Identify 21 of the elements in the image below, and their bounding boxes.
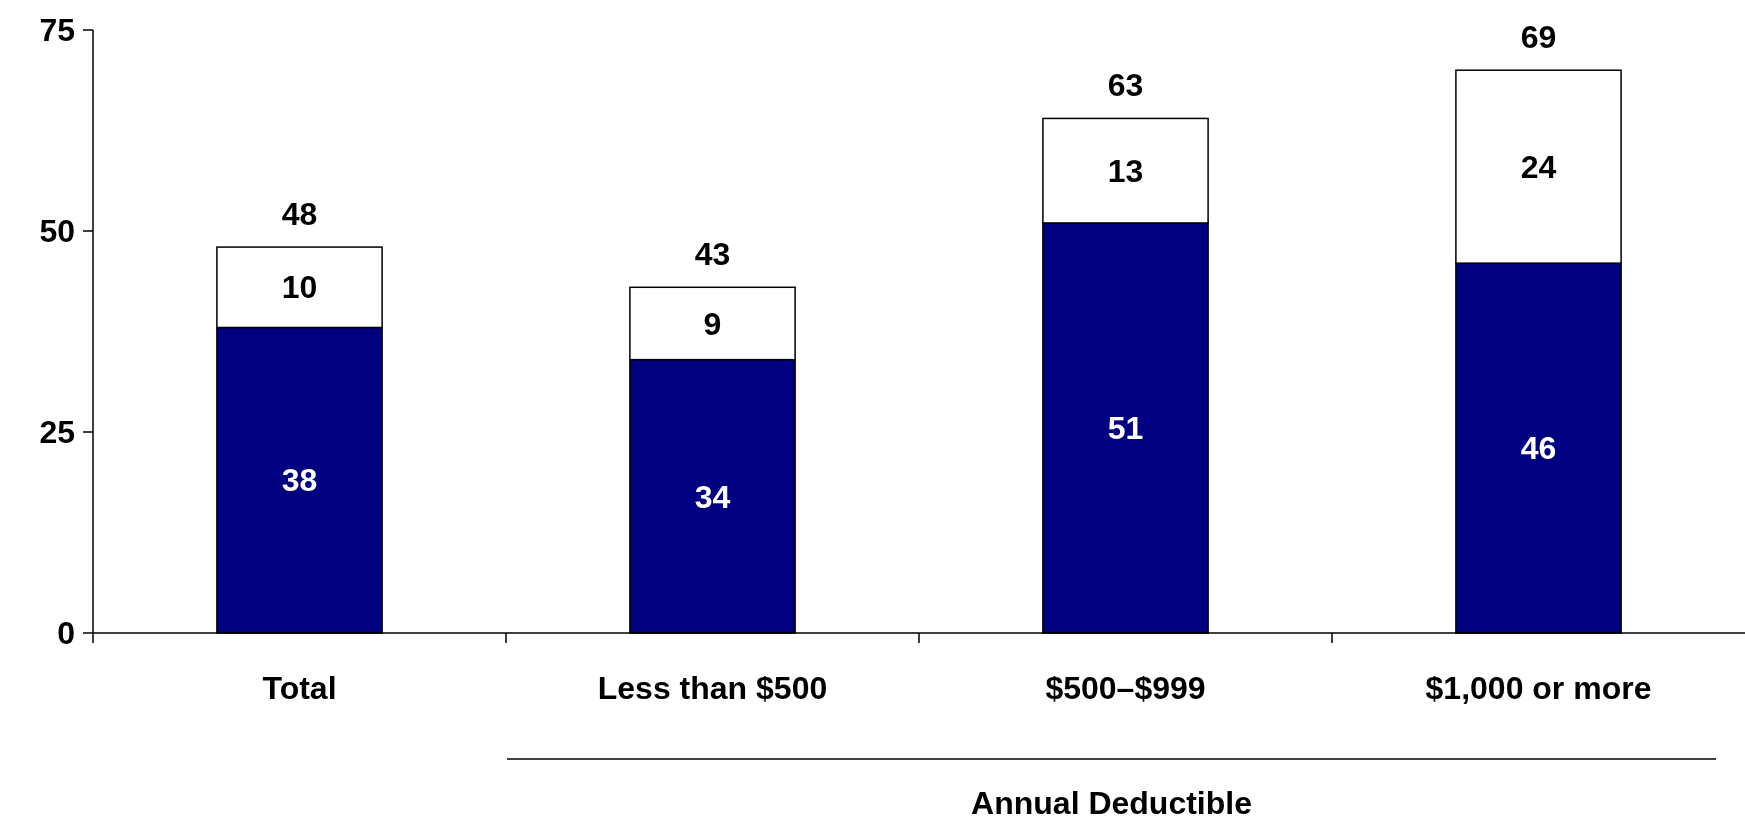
x-tick-label: $500–$999	[1045, 670, 1206, 706]
data-label: 24	[1520, 148, 1557, 185]
data-label: 38	[281, 462, 318, 499]
y-tick-label: 0	[57, 615, 75, 652]
total-label: 43	[694, 236, 731, 273]
y-tick-label: 25	[39, 414, 75, 451]
x-tick-label: Less than $500	[597, 670, 828, 706]
data-label: 51	[1107, 410, 1144, 447]
data-label: 13	[1107, 152, 1144, 189]
total-label: 69	[1520, 19, 1557, 56]
text: Annual Deductible	[971, 785, 1252, 822]
data-label: 9	[703, 305, 722, 342]
data-label: 46	[1520, 430, 1557, 467]
total-label: 63	[1107, 67, 1144, 104]
data-label: 34	[694, 478, 731, 515]
total-label: 48	[281, 196, 318, 233]
data-label: 10	[281, 269, 318, 306]
y-tick-label: 50	[39, 213, 75, 250]
x-tick-label: Total	[262, 670, 337, 706]
x-tick-label: $1,000 or more	[1425, 670, 1652, 706]
y-tick-label: 75	[39, 12, 75, 49]
